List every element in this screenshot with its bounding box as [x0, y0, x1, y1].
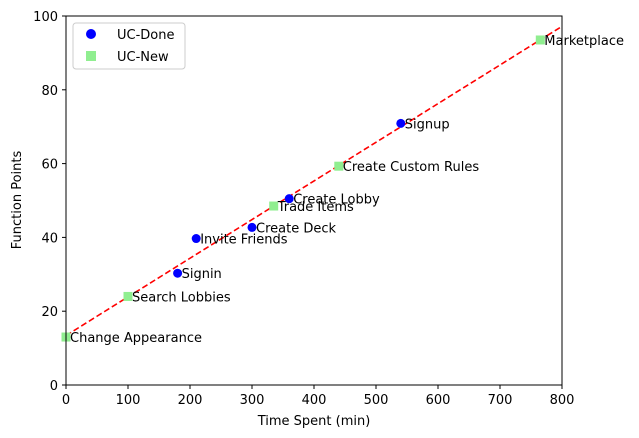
point-label-change-appearance: Change Appearance: [70, 331, 202, 346]
data-point-search-lobbies: [123, 291, 133, 301]
x-tick-label: 600: [426, 393, 451, 408]
point-label-search-lobbies: Search Lobbies: [132, 290, 231, 305]
data-point-invite-friends: [191, 234, 201, 244]
legend-label-uc-new: UC-New: [117, 50, 169, 65]
trend-line: [66, 25, 562, 337]
point-label-create-lobby: Create Lobby: [293, 193, 380, 208]
data-point-create-custom-rules: [334, 161, 344, 171]
y-tick-label: 40: [41, 231, 58, 246]
point-label-marketplace: Marketplace: [544, 34, 624, 49]
point-label-invite-friends: Invite Friends: [200, 233, 288, 248]
y-tick-label: 100: [33, 10, 58, 25]
point-label-create-custom-rules: Create Custom Rules: [343, 160, 480, 175]
x-tick-label: 0: [62, 393, 70, 408]
data-point-signup: [396, 118, 406, 128]
point-label-signin: Signin: [182, 267, 222, 282]
y-tick-label: 60: [41, 158, 58, 173]
point-label-trade-items: Trade Items: [277, 200, 354, 215]
y-tick-label: 80: [41, 84, 58, 99]
data-point-create-lobby: [284, 194, 294, 204]
x-axis-label: Time Spent (min): [257, 414, 371, 429]
point-label-signup: Signup: [405, 117, 450, 132]
y-tick-label: 0: [50, 379, 58, 394]
data-point-signin: [173, 268, 183, 278]
data-point-create-deck: [247, 222, 257, 232]
x-tick-label: 100: [116, 393, 141, 408]
y-tick-label: 20: [41, 305, 58, 320]
data-point-trade-items: [269, 201, 279, 211]
legend-marker-uc-new: [86, 51, 96, 61]
legend-box: [72, 22, 186, 70]
legend-marker-uc-done: [86, 29, 96, 39]
legend: UC-Done UC-New: [72, 22, 186, 70]
legend-label-uc-done: UC-Done: [117, 28, 174, 43]
x-tick-label: 700: [488, 393, 513, 408]
x-tick-label: 200: [178, 393, 203, 408]
x-tick-label: 400: [302, 393, 327, 408]
point-label-create-deck: Create Deck: [256, 221, 336, 236]
x-tick-label: 300: [240, 393, 265, 408]
data-point-marketplace: [535, 35, 545, 45]
x-tick-label: 500: [364, 393, 389, 408]
y-axis-label: Function Points: [10, 151, 25, 250]
x-tick-label: 800: [550, 393, 575, 408]
